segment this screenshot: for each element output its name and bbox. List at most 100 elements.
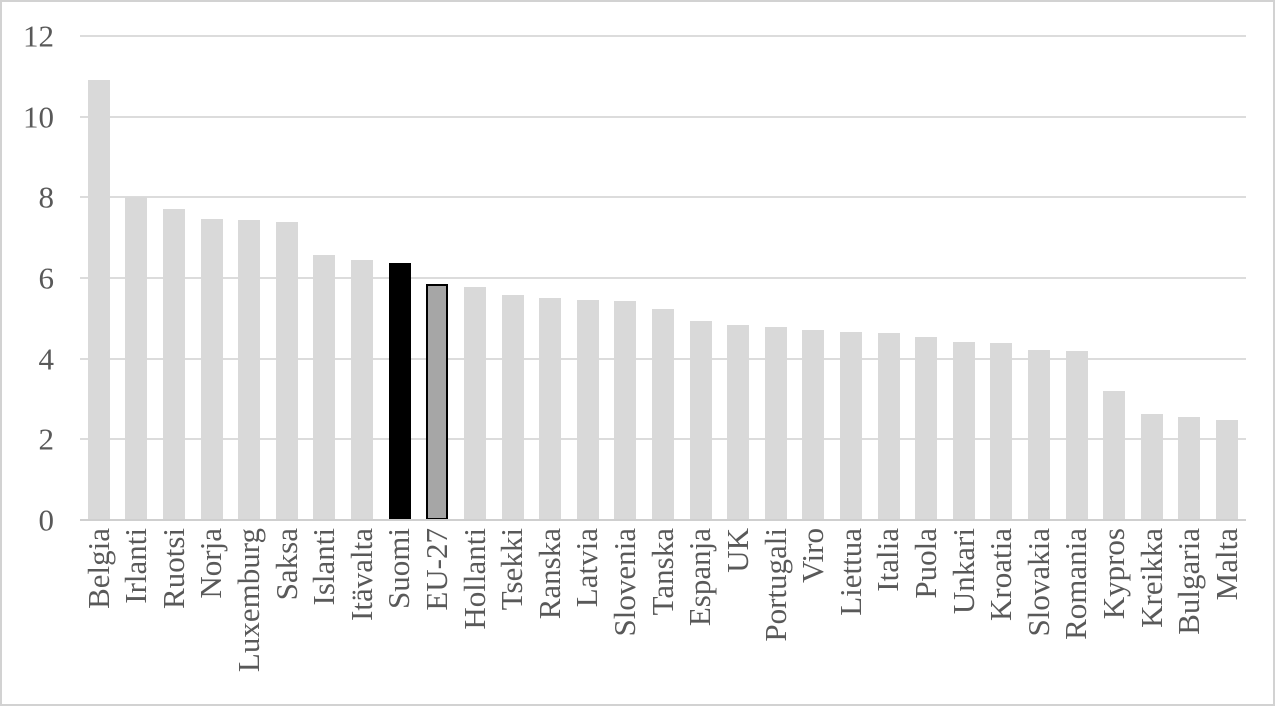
bar-unkari (952, 342, 975, 520)
bar-slot (983, 36, 1021, 520)
bar-liettua (839, 331, 862, 520)
bar-slot (569, 36, 607, 520)
bar-kroatia (990, 342, 1013, 520)
bar-itävalta (351, 259, 374, 520)
bar-slot (456, 36, 494, 520)
x-label-slot: Kypros (1095, 528, 1133, 704)
x-label-slot: EU-27 (418, 528, 456, 704)
bar-hollanti (463, 286, 486, 520)
bar-slot (155, 36, 193, 520)
bar-slot (795, 36, 833, 520)
bar-espanja (689, 321, 712, 520)
x-label-slot: Latvia (569, 528, 607, 704)
x-label-slot: Tanska (644, 528, 682, 704)
x-tick-label-romania: Romania (1058, 528, 1094, 640)
x-tick-label-norja: Norja (193, 528, 229, 599)
x-label-slot: Suomi (381, 528, 419, 704)
x-axis-line (80, 519, 1246, 521)
bar-slot (418, 36, 456, 520)
x-label-slot: Norja (193, 528, 231, 704)
x-tick-label-kreikka: Kreikka (1133, 528, 1169, 628)
x-tick-label-uk: UK (719, 528, 755, 573)
y-axis: 0 2 4 6 8 10 12 (2, 21, 55, 536)
bar-slot (644, 36, 682, 520)
x-label-slot: Ranska (531, 528, 569, 704)
gridline-12 (80, 35, 1246, 37)
bar-slot (607, 36, 645, 520)
x-tick-label-hollanti: Hollanti (456, 528, 492, 630)
bar-ruotsi (163, 209, 186, 520)
x-label-slot: Slovakia (1020, 528, 1058, 704)
bar-slot (719, 36, 757, 520)
bar-eu-27 (426, 284, 449, 520)
gridline-6 (80, 277, 1246, 279)
bar-slovenia (614, 301, 637, 520)
bar-slot (1208, 36, 1246, 520)
x-tick-label-viro: Viro (795, 528, 831, 583)
x-label-slot: Malta (1208, 528, 1246, 704)
x-label-slot: Ruotsi (155, 528, 193, 704)
bar-belgia (87, 79, 110, 520)
bar-slot (1020, 36, 1058, 520)
x-tick-label-ruotsi: Ruotsi (155, 528, 191, 609)
y-tick-label-2: 2 (38, 421, 55, 457)
x-label-slot: Hollanti (456, 528, 494, 704)
bar-slot (682, 36, 720, 520)
x-label-slot: UK (719, 528, 757, 704)
x-label-slot: Unkari (945, 528, 983, 704)
bar-slot (1171, 36, 1209, 520)
x-tick-label-kypros: Kypros (1095, 528, 1131, 620)
y-tick-label-8: 8 (38, 179, 55, 215)
bar-slot (80, 36, 118, 520)
bar-slot (193, 36, 231, 520)
bar-ranska (539, 297, 562, 520)
x-tick-label-kroatia: Kroatia (983, 528, 1019, 621)
bar-islanti (313, 255, 336, 520)
bar-tanska (651, 309, 674, 520)
bar-suomi (388, 263, 411, 520)
x-label-slot: Islanti (306, 528, 344, 704)
bar-tsekki (501, 294, 524, 520)
bar-viro (802, 330, 825, 520)
bar-slot (494, 36, 532, 520)
bar-saksa (275, 221, 298, 520)
bar-slot (757, 36, 795, 520)
x-tick-label-portugali: Portugali (757, 528, 793, 642)
x-tick-label-tanska: Tanska (644, 528, 680, 616)
bar-norja (200, 219, 223, 520)
x-tick-label-itävalta: Itävalta (343, 528, 379, 621)
bar-slot (381, 36, 419, 520)
x-label-slot: Viro (795, 528, 833, 704)
bar-romania (1065, 351, 1088, 520)
x-tick-label-bulgaria: Bulgaria (1171, 528, 1207, 635)
x-tick-label-slovenia: Slovenia (607, 528, 643, 637)
x-tick-label-suomi: Suomi (381, 528, 417, 609)
x-label-slot: Romania (1058, 528, 1096, 704)
bar-slot (1095, 36, 1133, 520)
bar-slovakia (1028, 349, 1051, 520)
gridline-10 (80, 115, 1246, 118)
x-label-slot: Bulgaria (1171, 528, 1209, 704)
x-label-slot: Liettua (832, 528, 870, 704)
x-tick-label-malta: Malta (1208, 528, 1244, 601)
bar-slot (1133, 36, 1171, 520)
x-label-slot: Itävalta (343, 528, 381, 704)
bar-slot (230, 36, 268, 520)
x-tick-label-luxemburg: Luxemburg (230, 528, 266, 673)
x-label-slot: Kroatia (983, 528, 1021, 704)
x-label-slot: Kreikka (1133, 528, 1171, 704)
x-tick-label-irlanti: Irlanti (118, 528, 154, 604)
x-label-slot: Portugali (757, 528, 795, 704)
x-label-slot: Irlanti (118, 528, 156, 704)
x-label-slot: Puola (907, 528, 945, 704)
bar-latvia (576, 299, 599, 520)
bar-slot (306, 36, 344, 520)
x-tick-label-slovakia: Slovakia (1020, 528, 1056, 637)
bar-slot (343, 36, 381, 520)
bar-slot (1058, 36, 1096, 520)
x-tick-label-puola: Puola (907, 528, 943, 599)
x-tick-label-tsekki: Tsekki (494, 528, 530, 611)
bar-slot (870, 36, 908, 520)
bar-slot (268, 36, 306, 520)
